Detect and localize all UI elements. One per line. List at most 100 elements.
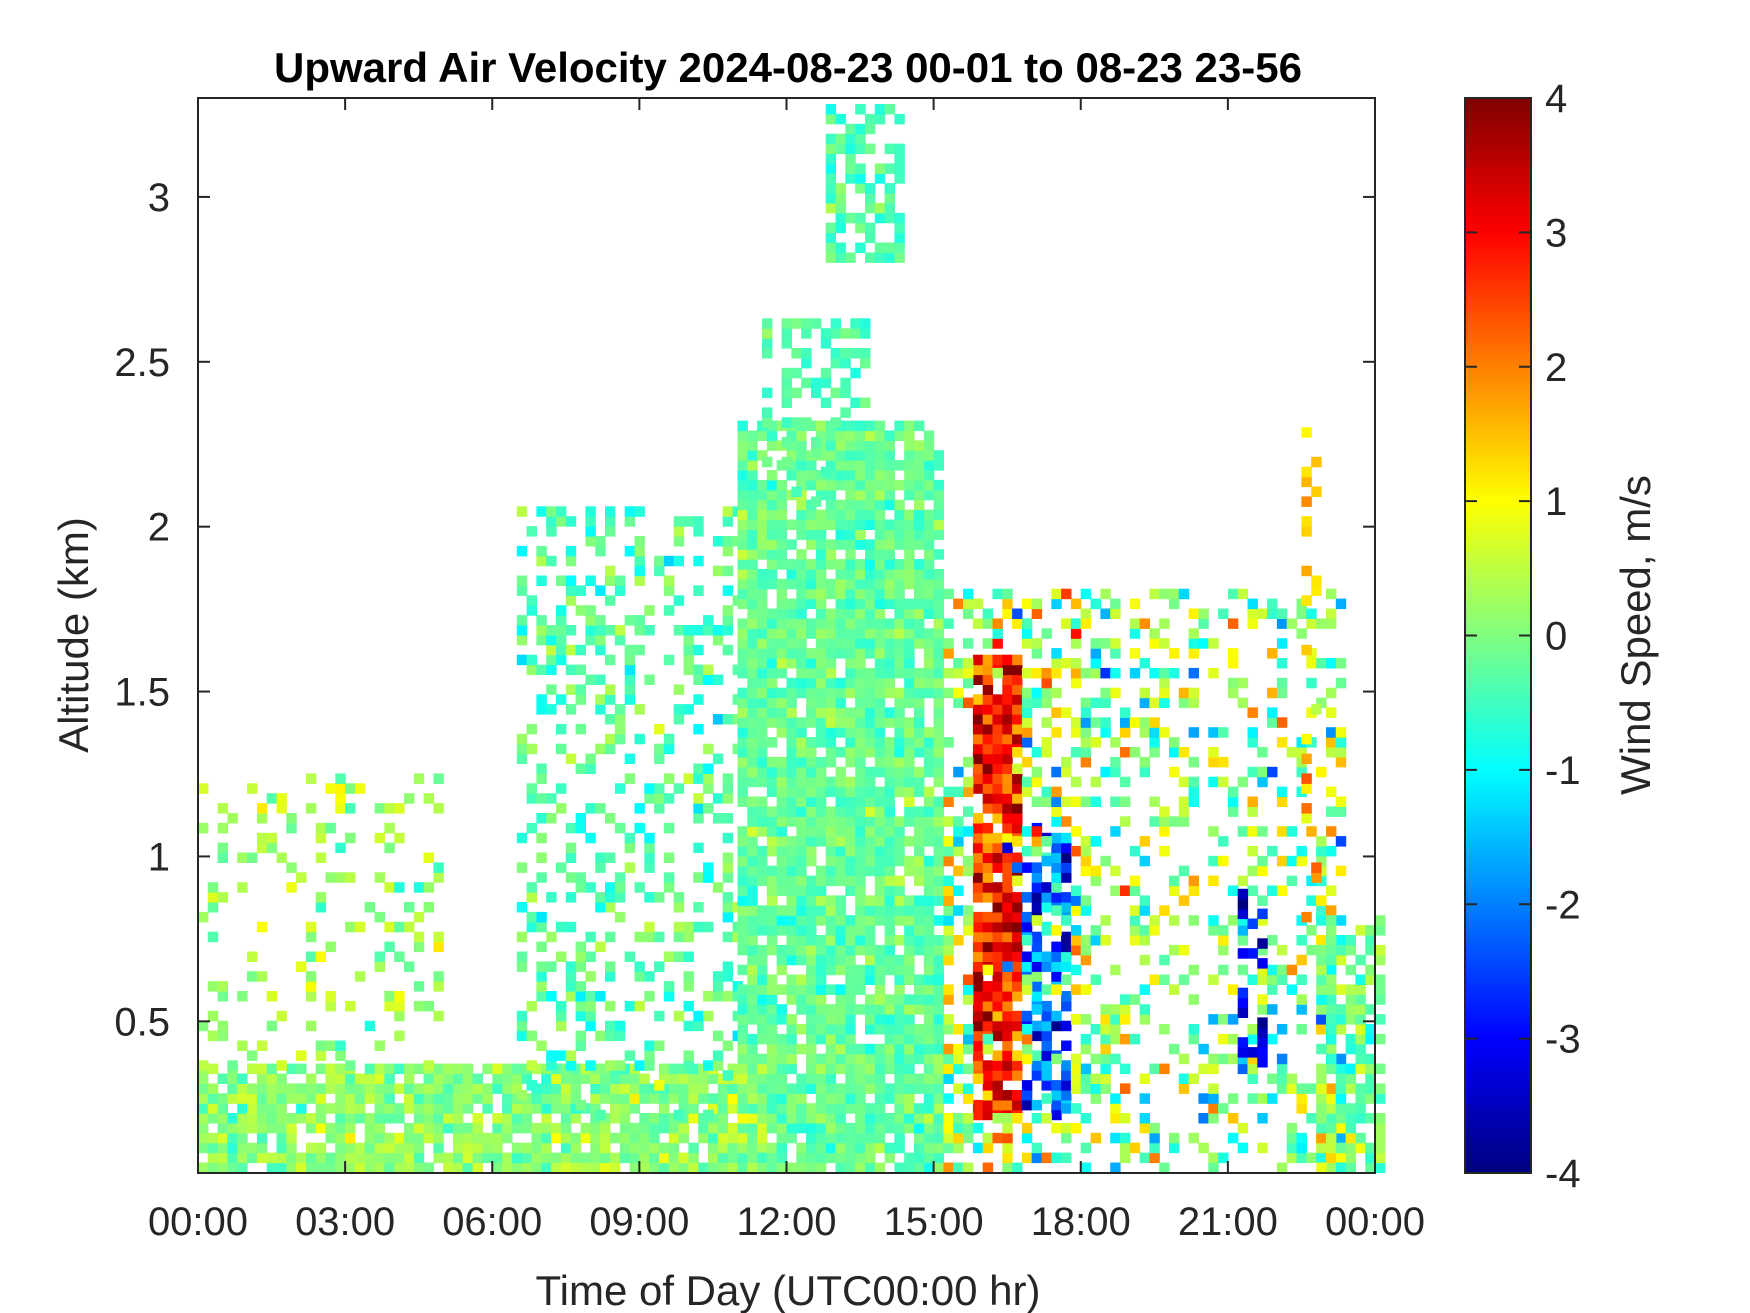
heatmap-cell bbox=[1031, 796, 1043, 807]
heatmap-cell bbox=[737, 450, 748, 461]
heatmap-cell bbox=[737, 658, 748, 669]
heatmap-cell bbox=[757, 727, 768, 738]
heatmap-cell bbox=[855, 163, 866, 174]
heatmap-cell bbox=[933, 826, 944, 837]
heatmap-cell bbox=[575, 961, 586, 972]
heatmap-cell bbox=[276, 1122, 287, 1134]
heatmap-cell bbox=[374, 803, 385, 814]
heatmap-cell bbox=[992, 1000, 1003, 1012]
heatmap-cell bbox=[953, 1024, 964, 1035]
heatmap-cell bbox=[855, 747, 866, 758]
heatmap-cell bbox=[904, 598, 915, 610]
heatmap-cell bbox=[855, 786, 866, 798]
heatmap-cell bbox=[1188, 1033, 1199, 1045]
heatmap-cell bbox=[1365, 974, 1376, 985]
heatmap-cell bbox=[1237, 898, 1249, 910]
heatmap-cell bbox=[207, 1083, 219, 1094]
heatmap-cell bbox=[766, 499, 778, 511]
heatmap-cell bbox=[1365, 1083, 1376, 1094]
heatmap-cell bbox=[933, 529, 944, 540]
heatmap-cell bbox=[541, 1093, 552, 1104]
heatmap-cell bbox=[737, 1033, 748, 1045]
heatmap-cell bbox=[737, 479, 748, 491]
heatmap-cell bbox=[1002, 654, 1013, 666]
heatmap-cell bbox=[1345, 1073, 1356, 1084]
heatmap-cell bbox=[516, 585, 528, 596]
heatmap-cell bbox=[413, 1162, 425, 1173]
heatmap-cell bbox=[1335, 1053, 1347, 1065]
heatmap-cell bbox=[815, 559, 827, 570]
heatmap-cell bbox=[845, 153, 856, 164]
heatmap-cell bbox=[982, 911, 994, 923]
heatmap-cell bbox=[595, 536, 606, 547]
heatmap-cell bbox=[1345, 1162, 1356, 1173]
heatmap-cell bbox=[786, 747, 797, 758]
heatmap-cell bbox=[217, 1132, 228, 1144]
heatmap-cell bbox=[933, 618, 944, 629]
heatmap-cell bbox=[825, 252, 837, 263]
heatmap-cell bbox=[766, 608, 778, 619]
heatmap-cell bbox=[1080, 1142, 1092, 1154]
heatmap-cell bbox=[364, 902, 376, 913]
heatmap-cell bbox=[786, 994, 797, 1005]
heatmap-cell bbox=[865, 1063, 876, 1075]
heatmap-cell bbox=[1080, 588, 1092, 600]
heatmap-cell bbox=[1149, 1063, 1160, 1075]
heatmap-cell bbox=[1090, 796, 1101, 807]
heatmap-cell bbox=[933, 954, 944, 966]
heatmap-cell bbox=[943, 855, 954, 867]
heatmap-cell bbox=[1169, 747, 1180, 758]
heatmap-cell bbox=[825, 648, 837, 659]
heatmap-cell bbox=[835, 509, 846, 521]
heatmap-cell bbox=[526, 1030, 537, 1042]
heatmap-cell bbox=[526, 654, 537, 666]
heatmap-cell bbox=[305, 1142, 317, 1154]
heatmap-cell bbox=[1169, 598, 1180, 610]
heatmap-cell bbox=[1355, 1083, 1366, 1094]
heatmap-cell bbox=[305, 931, 317, 943]
heatmap-cell bbox=[305, 1122, 317, 1134]
heatmap-cell bbox=[923, 559, 935, 570]
heatmap-cell bbox=[345, 1162, 356, 1173]
heatmap-cell bbox=[1326, 1063, 1337, 1075]
heatmap-cell bbox=[1227, 1014, 1239, 1025]
heatmap-cell bbox=[1129, 925, 1141, 936]
heatmap-cell bbox=[737, 470, 748, 481]
heatmap-cell bbox=[904, 658, 915, 669]
heatmap-cell bbox=[1012, 763, 1023, 774]
heatmap-cell bbox=[781, 417, 792, 428]
heatmap-cell bbox=[673, 931, 685, 943]
heatmap-cell bbox=[796, 786, 807, 798]
heatmap-cell bbox=[963, 826, 974, 837]
heatmap-cell bbox=[1080, 935, 1092, 946]
heatmap-cell bbox=[1218, 1152, 1229, 1164]
heatmap-cell bbox=[972, 1122, 984, 1134]
heatmap-cell bbox=[766, 697, 778, 709]
heatmap-cell bbox=[825, 242, 837, 253]
heatmap-cell bbox=[1031, 667, 1043, 679]
heatmap-cell bbox=[1100, 1024, 1111, 1035]
heatmap-cell bbox=[972, 753, 984, 765]
heatmap-cell bbox=[933, 628, 944, 639]
heatmap-cell bbox=[634, 882, 645, 893]
heatmap-cell bbox=[737, 1113, 748, 1124]
heatmap-cell bbox=[1306, 677, 1317, 689]
heatmap-cell bbox=[305, 803, 317, 814]
heatmap-cell bbox=[894, 529, 905, 540]
heatmap-cell bbox=[1286, 1083, 1298, 1094]
heatmap-cell bbox=[256, 1132, 268, 1144]
heatmap-cell bbox=[806, 974, 817, 985]
heatmap-cell bbox=[1021, 951, 1033, 962]
heatmap-cell bbox=[1002, 961, 1013, 972]
heatmap-cell bbox=[796, 578, 807, 590]
heatmap-cell bbox=[1276, 737, 1288, 748]
heatmap-cell bbox=[556, 743, 567, 755]
heatmap-cell bbox=[776, 539, 788, 550]
heatmap-cell bbox=[825, 509, 837, 521]
heatmap-cell bbox=[703, 872, 714, 883]
heatmap-cell bbox=[884, 242, 895, 253]
heatmap-cell bbox=[1365, 1053, 1376, 1065]
heatmap-cell bbox=[585, 634, 596, 646]
heatmap-cell bbox=[914, 935, 925, 946]
heatmap-cell bbox=[413, 1132, 425, 1144]
